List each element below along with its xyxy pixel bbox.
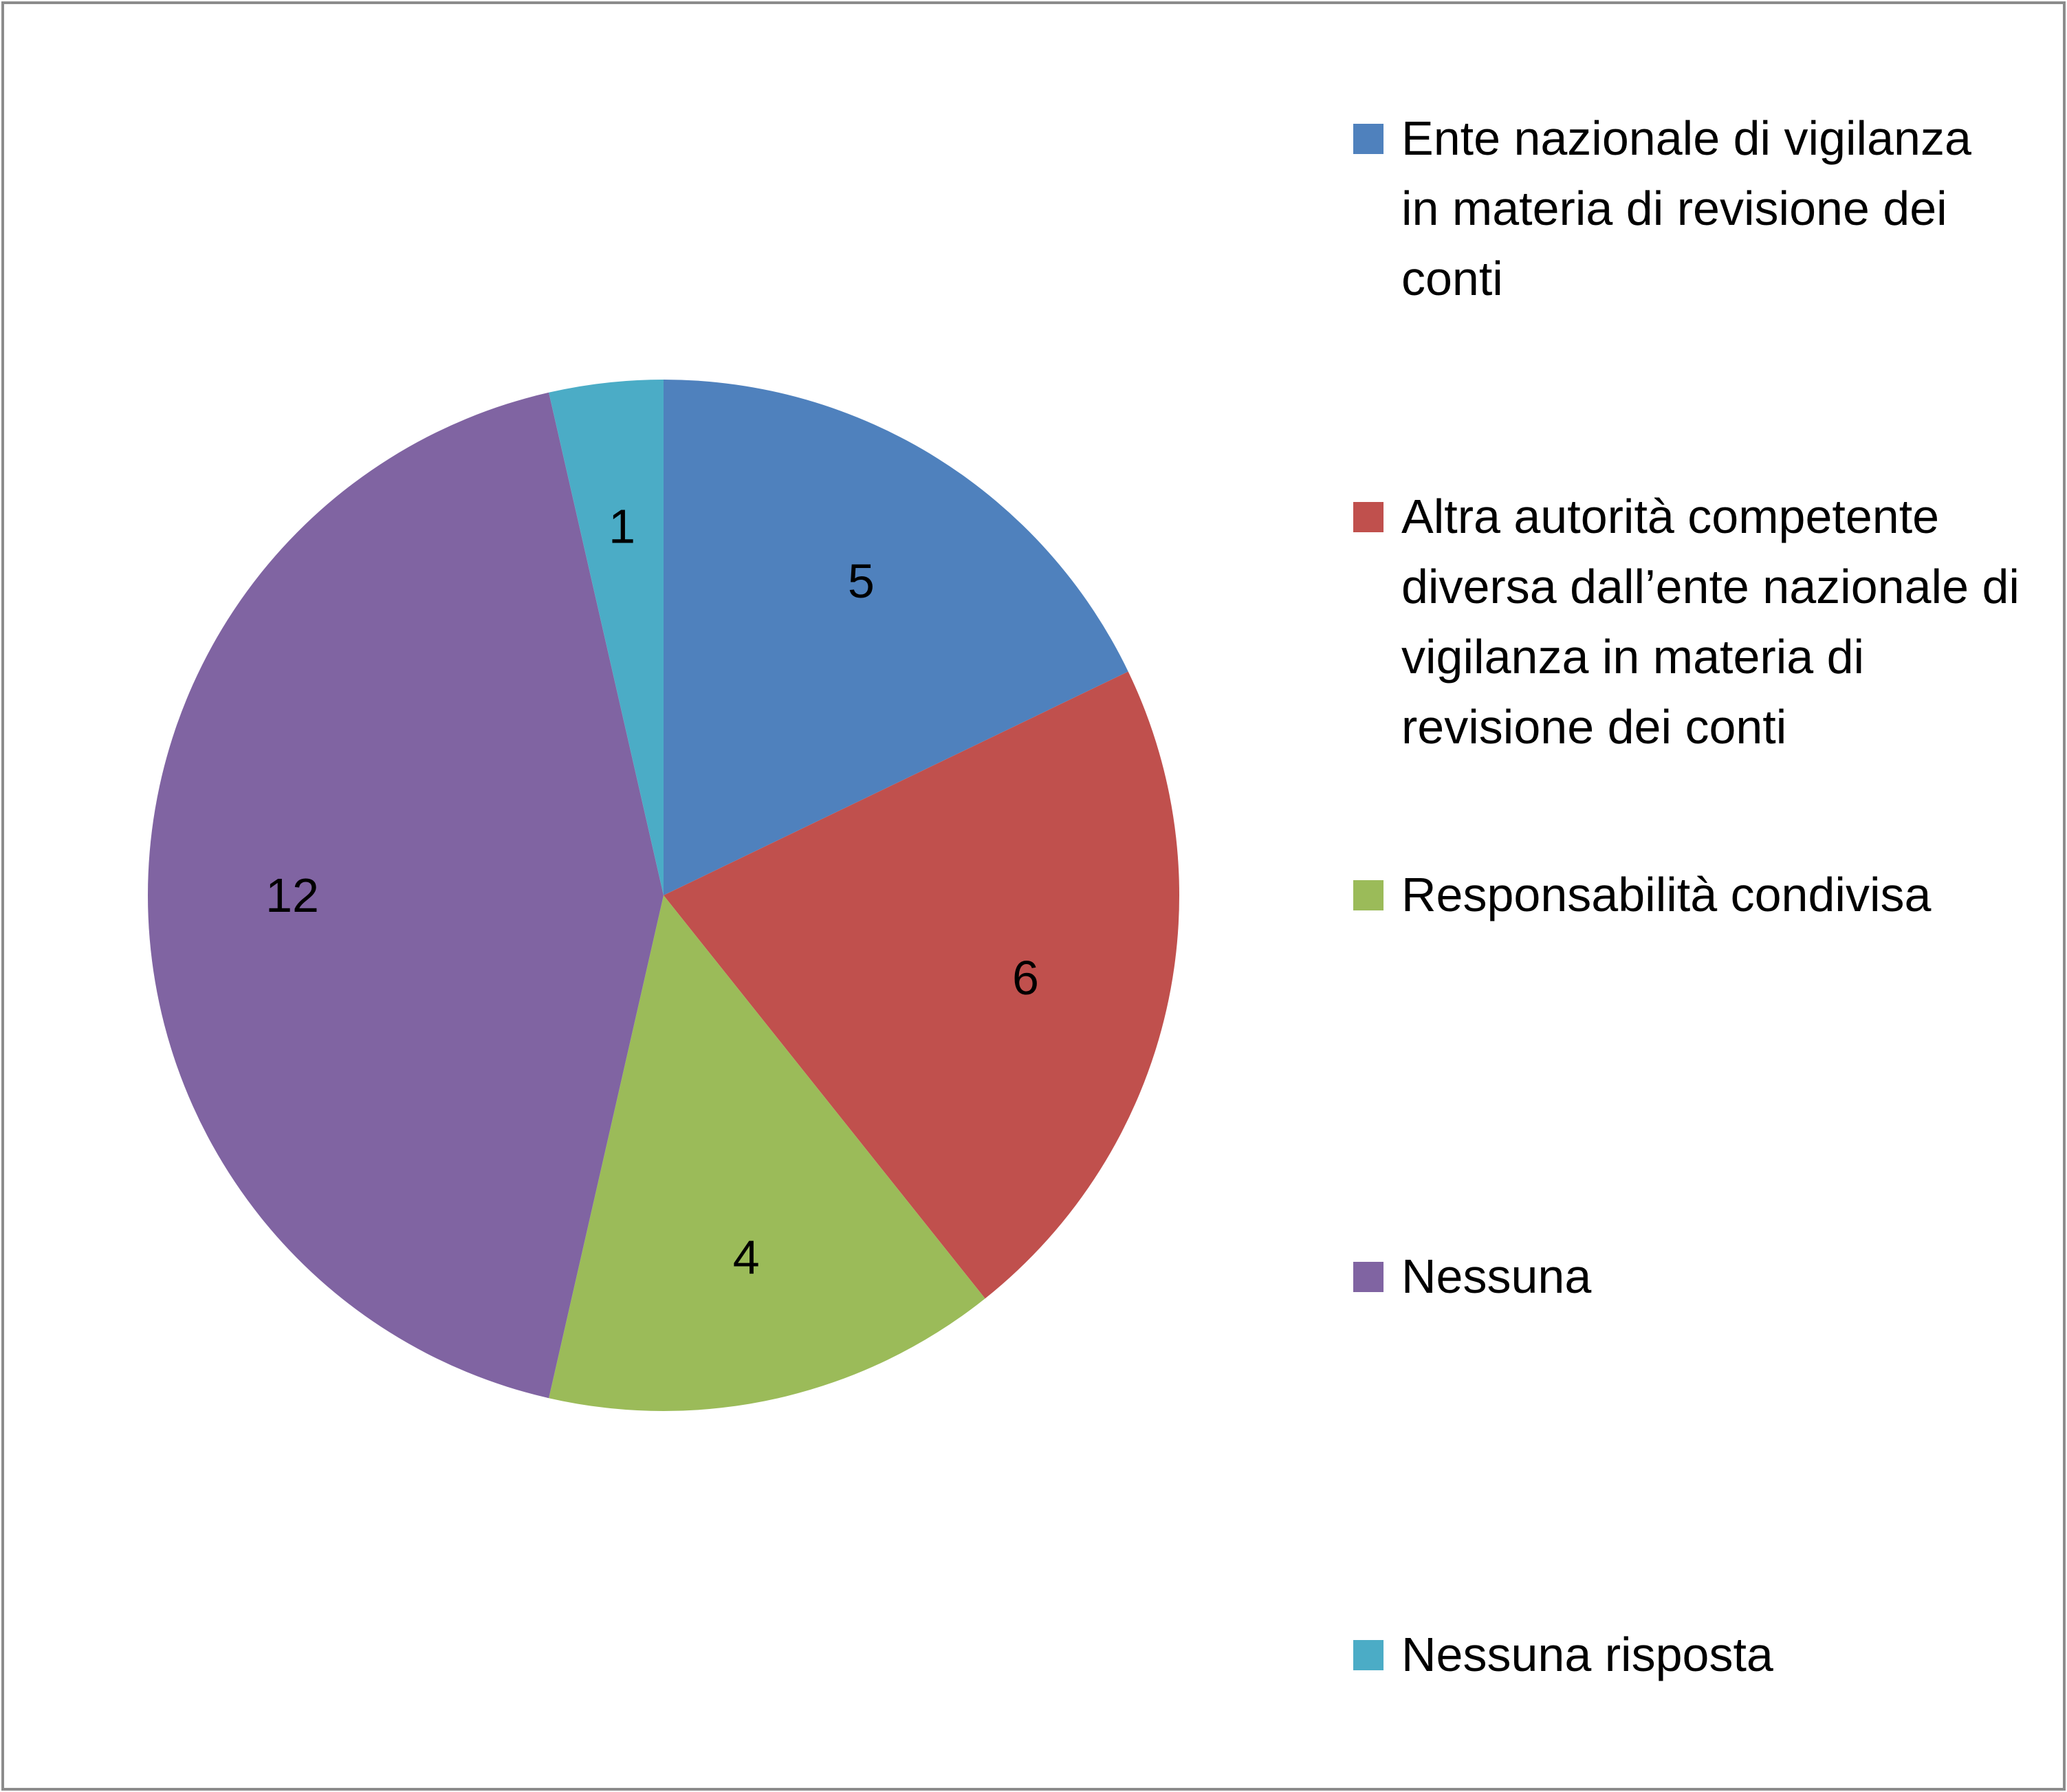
pie-data-label-4: 12 <box>265 868 319 922</box>
pie-slice-4 <box>148 392 664 1399</box>
legend-label-3: Responsabilità condivisa <box>1401 868 1932 921</box>
legend-swatch-4 <box>1353 1262 1384 1292</box>
pie-slice-1 <box>664 380 1128 895</box>
legend-label-4: Nessuna <box>1401 1249 1592 1303</box>
legend-item-1: Ente nazionale di vigilanza in materia d… <box>1353 103 2020 314</box>
legend-item-5: Nessuna risposta <box>1353 1619 2020 1690</box>
pie-slice-2 <box>664 671 1180 1299</box>
pie-slice-5 <box>549 380 664 895</box>
pie-slice-3 <box>549 895 985 1411</box>
legend-swatch-1 <box>1353 124 1384 154</box>
pie-data-label-3: 4 <box>733 1230 760 1284</box>
pie-slices <box>148 380 1180 1411</box>
legend-swatch-3 <box>1353 880 1384 910</box>
legend-item-3: Responsabilità condivisa <box>1353 860 2020 930</box>
legend-swatch-2 <box>1353 502 1384 532</box>
legend-swatch-5 <box>1353 1640 1384 1670</box>
legend: Ente nazionale di vigilanza in materia d… <box>1353 0 2055 1792</box>
legend-item-4: Nessuna <box>1353 1241 2020 1311</box>
legend-label-2: Altra autorità competente diversa dall’e… <box>1401 490 2020 754</box>
legend-item-2: Altra autorità competente diversa dall’e… <box>1353 481 2020 762</box>
pie-data-label-5: 1 <box>609 499 635 553</box>
legend-label-5: Nessuna risposta <box>1401 1628 1773 1681</box>
pie-data-label-2: 6 <box>1012 951 1039 1005</box>
legend-label-1: Ente nazionale di vigilanza in materia d… <box>1401 111 1971 305</box>
pie-data-label-1: 5 <box>848 554 875 608</box>
pie-data-labels: 5 6 4 12 1 <box>265 499 1039 1284</box>
